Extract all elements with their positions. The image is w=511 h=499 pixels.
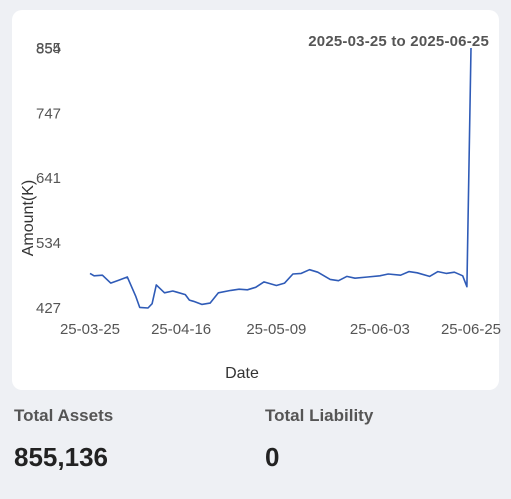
y-tick-label: 427 bbox=[36, 300, 61, 317]
y-tick-label: 855 bbox=[36, 40, 61, 57]
series-line bbox=[89, 47, 472, 309]
total-assets-value: 855,136 bbox=[14, 442, 108, 472]
x-tick-label: 25-06-03 bbox=[350, 321, 410, 338]
total-assets-label: Total Assets bbox=[14, 406, 114, 425]
x-tick-label: 25-04-16 bbox=[151, 321, 211, 338]
total-liability-value: 0 bbox=[265, 442, 280, 472]
y-tick-label: 854 bbox=[36, 41, 61, 58]
y-tick-label: 534 bbox=[36, 235, 61, 252]
x-axis-label: Date bbox=[225, 365, 259, 382]
y-tick-label: 747 bbox=[36, 106, 61, 123]
y-axis-label: Amount(K) bbox=[20, 180, 37, 256]
y-tick-label: 641 bbox=[36, 170, 61, 187]
x-tick-label: 25-05-09 bbox=[246, 321, 306, 338]
x-tick-label: 25-03-25 bbox=[60, 321, 120, 338]
date-range-label: 2025-03-25 to 2025-06-25 bbox=[308, 33, 489, 50]
chart-card: 2025-03-25 to 2025-06-25 bbox=[12, 10, 499, 390]
total-liability-label: Total Liability bbox=[265, 406, 374, 425]
x-tick-label: 25-06-25 bbox=[441, 321, 501, 338]
